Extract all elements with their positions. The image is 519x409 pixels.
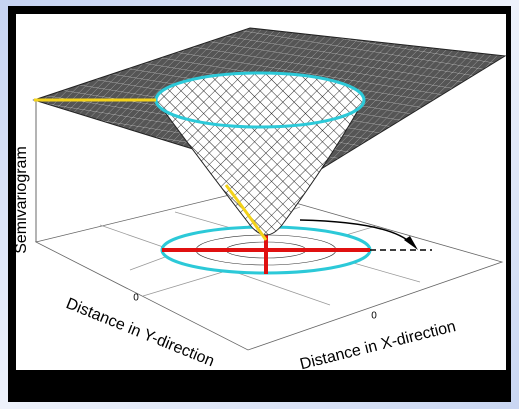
surface <box>32 27 507 241</box>
x-tick-label: 0 <box>371 311 377 322</box>
z-axis-label: Semivariogram <box>13 146 30 254</box>
y-tick-label: 0 <box>133 293 139 304</box>
floor-contour <box>160 219 432 275</box>
